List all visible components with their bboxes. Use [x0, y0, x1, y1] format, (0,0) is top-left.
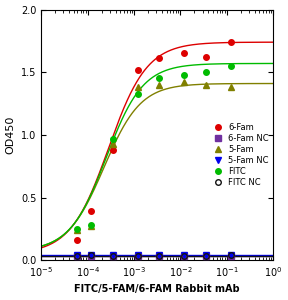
5-Fam	[76, 228, 79, 232]
5-Fam NC	[76, 254, 79, 257]
6-Fam	[182, 52, 186, 55]
5-Fam	[204, 83, 207, 87]
FITC	[204, 70, 207, 74]
6-Fam NC	[136, 255, 139, 258]
FITC	[158, 77, 161, 80]
FITC NC	[229, 254, 232, 257]
FITC NC	[76, 255, 79, 258]
FITC	[90, 223, 93, 227]
5-Fam	[90, 225, 93, 228]
6-Fam NC	[182, 255, 186, 258]
5-Fam	[158, 83, 161, 87]
FITC NC	[111, 255, 115, 258]
6-Fam NC	[229, 255, 232, 258]
FITC NC	[158, 255, 161, 258]
FITC	[76, 227, 79, 231]
6-Fam NC	[76, 255, 79, 258]
5-Fam	[229, 85, 232, 89]
5-Fam NC	[111, 254, 115, 257]
6-Fam	[204, 56, 207, 59]
5-Fam NC	[158, 254, 161, 257]
FITC	[229, 64, 232, 68]
6-Fam NC	[111, 255, 115, 258]
6-Fam NC	[204, 255, 207, 258]
6-Fam	[76, 238, 79, 242]
FITC NC	[182, 255, 186, 258]
Y-axis label: OD450: OD450	[5, 116, 16, 154]
6-Fam NC	[90, 255, 93, 258]
Line: 5-Fam NC: 5-Fam NC	[75, 252, 233, 258]
5-Fam	[136, 85, 139, 89]
Line: FITC NC: FITC NC	[75, 252, 233, 259]
6-Fam	[111, 148, 115, 152]
FITC	[136, 92, 139, 95]
5-Fam NC	[182, 254, 186, 257]
5-Fam NC	[204, 254, 207, 257]
FITC	[182, 73, 186, 76]
Line: 5-Fam: 5-Fam	[75, 80, 233, 233]
Line: 6-Fam: 6-Fam	[75, 39, 233, 243]
Line: FITC: FITC	[75, 63, 233, 232]
FITC NC	[204, 255, 207, 258]
Legend: 6-Fam, 6-Fam NC, 5-Fam, 5-Fam NC, FITC, FITC NC: 6-Fam, 6-Fam NC, 5-Fam, 5-Fam NC, FITC, …	[209, 123, 269, 187]
6-Fam	[229, 40, 232, 44]
FITC	[111, 137, 115, 140]
6-Fam	[136, 68, 139, 71]
X-axis label: FITC/5-FAM/6-FAM Rabbit mAb: FITC/5-FAM/6-FAM Rabbit mAb	[75, 284, 240, 294]
5-Fam NC	[136, 254, 139, 257]
FITC NC	[136, 255, 139, 258]
Line: 6-Fam NC: 6-Fam NC	[75, 254, 233, 259]
5-Fam NC	[229, 254, 232, 257]
5-Fam	[111, 142, 115, 146]
6-Fam NC	[158, 255, 161, 258]
5-Fam NC	[90, 254, 93, 257]
6-Fam	[158, 57, 161, 60]
5-Fam	[182, 80, 186, 84]
FITC NC	[90, 254, 93, 257]
6-Fam	[90, 209, 93, 213]
